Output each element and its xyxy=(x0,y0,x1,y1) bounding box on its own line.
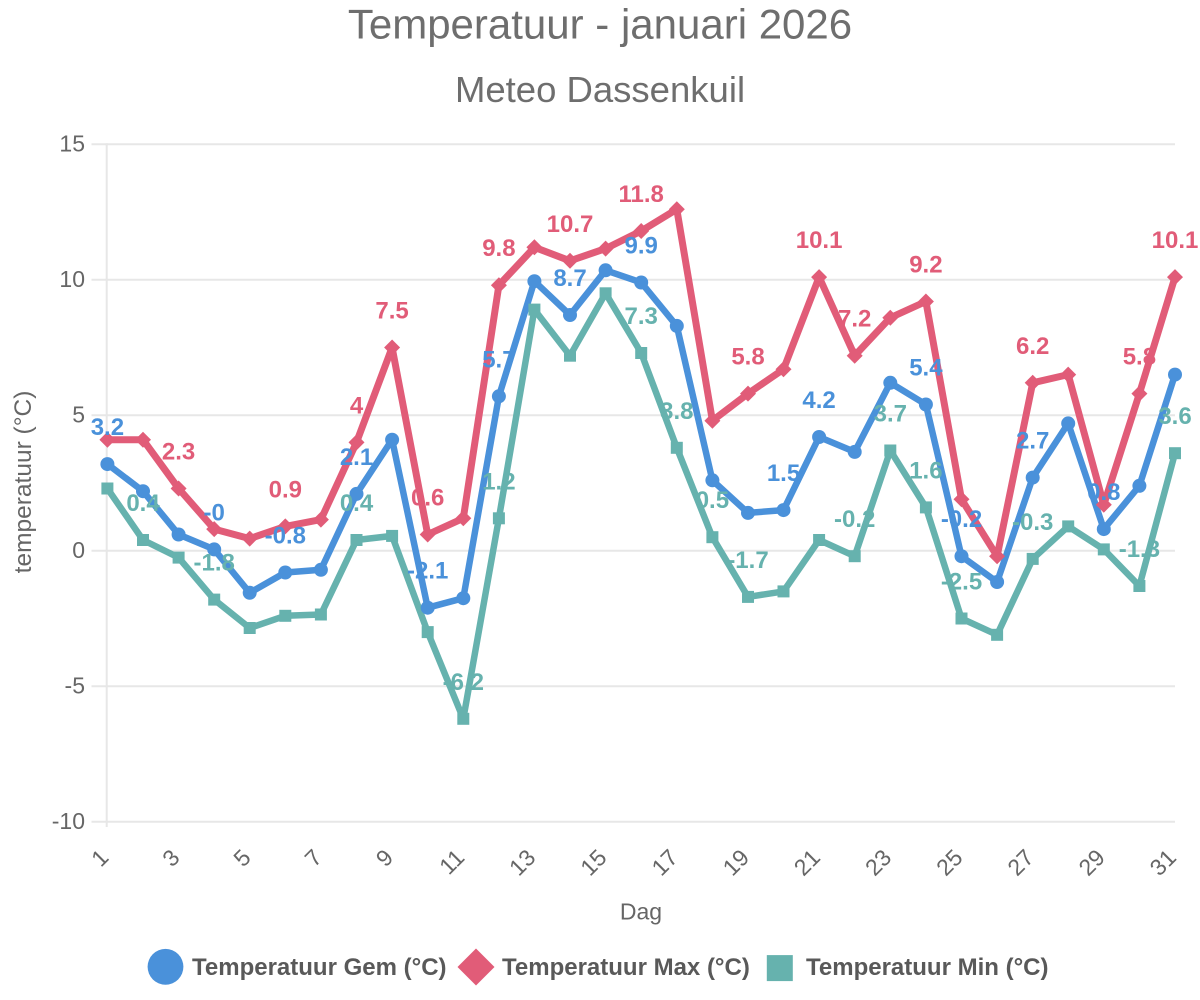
svg-text:5: 5 xyxy=(72,401,85,427)
svg-text:0.8: 0.8 xyxy=(1087,479,1120,506)
svg-text:9.9: 9.9 xyxy=(625,233,658,260)
svg-text:0: 0 xyxy=(72,537,85,563)
svg-text:-0.8: -0.8 xyxy=(265,523,306,550)
svg-text:-1.8: -1.8 xyxy=(194,550,235,577)
svg-text:0.5: 0.5 xyxy=(696,487,729,514)
svg-text:Temperatuur - januari 2026: Temperatuur - januari 2026 xyxy=(348,1,852,48)
svg-text:0.4: 0.4 xyxy=(126,490,160,517)
svg-text:1.6: 1.6 xyxy=(909,457,942,484)
svg-text:-0.2: -0.2 xyxy=(941,506,982,533)
svg-text:5.7: 5.7 xyxy=(482,346,515,373)
svg-text:-1.7: -1.7 xyxy=(727,547,768,574)
svg-text:Temperatuur Min (°C): Temperatuur Min (°C) xyxy=(806,954,1048,981)
svg-text:15: 15 xyxy=(59,130,85,156)
svg-text:2.7: 2.7 xyxy=(1016,428,1049,455)
svg-text:-2.5: -2.5 xyxy=(941,569,982,596)
svg-text:3.2: 3.2 xyxy=(91,414,124,441)
svg-text:-0.2: -0.2 xyxy=(834,506,875,533)
svg-text:-0: -0 xyxy=(204,499,225,526)
svg-text:11.8: 11.8 xyxy=(619,181,664,208)
svg-text:7.3: 7.3 xyxy=(625,303,658,330)
svg-text:Meteo Dassenkuil: Meteo Dassenkuil xyxy=(455,69,745,110)
svg-text:-0.3: -0.3 xyxy=(1012,509,1053,536)
svg-text:0.6: 0.6 xyxy=(411,485,444,512)
svg-text:0.4: 0.4 xyxy=(340,490,374,517)
svg-text:2.1: 2.1 xyxy=(340,444,373,471)
svg-text:10: 10 xyxy=(59,266,85,292)
svg-text:2.3: 2.3 xyxy=(162,439,195,466)
svg-text:-6.2: -6.2 xyxy=(443,669,484,696)
svg-text:10.7: 10.7 xyxy=(547,211,594,238)
svg-text:1.5: 1.5 xyxy=(767,460,800,487)
svg-text:5.4: 5.4 xyxy=(909,355,943,382)
svg-text:-2.1: -2.1 xyxy=(407,558,448,585)
svg-text:3.6: 3.6 xyxy=(1158,403,1191,430)
svg-text:Dag: Dag xyxy=(620,899,662,925)
svg-text:9.2: 9.2 xyxy=(909,252,942,279)
svg-text:8.7: 8.7 xyxy=(553,265,586,292)
svg-text:Temperatuur Gem (°C): Temperatuur Gem (°C) xyxy=(192,954,447,981)
svg-text:10.1: 10.1 xyxy=(796,227,843,254)
svg-text:9.8: 9.8 xyxy=(482,235,515,262)
svg-text:7.2: 7.2 xyxy=(838,306,871,333)
svg-text:3.7: 3.7 xyxy=(874,401,907,428)
svg-text:1.2: 1.2 xyxy=(482,468,515,495)
svg-text:temperatuur (°C): temperatuur (°C) xyxy=(10,391,37,574)
svg-text:Temperatuur Max (°C): Temperatuur Max (°C) xyxy=(502,954,750,981)
svg-text:5.8: 5.8 xyxy=(731,344,764,371)
svg-text:0.9: 0.9 xyxy=(269,476,302,503)
svg-text:-5: -5 xyxy=(65,672,85,698)
svg-text:5.8: 5.8 xyxy=(1123,344,1156,371)
svg-text:7.5: 7.5 xyxy=(375,298,408,325)
svg-text:3.8: 3.8 xyxy=(660,398,693,425)
svg-text:10.1: 10.1 xyxy=(1152,227,1199,254)
svg-text:-10: -10 xyxy=(52,808,85,834)
svg-text:4.2: 4.2 xyxy=(802,387,835,414)
svg-text:4: 4 xyxy=(350,392,364,419)
svg-text:6.2: 6.2 xyxy=(1016,333,1049,360)
svg-text:-1.3: -1.3 xyxy=(1119,536,1160,563)
